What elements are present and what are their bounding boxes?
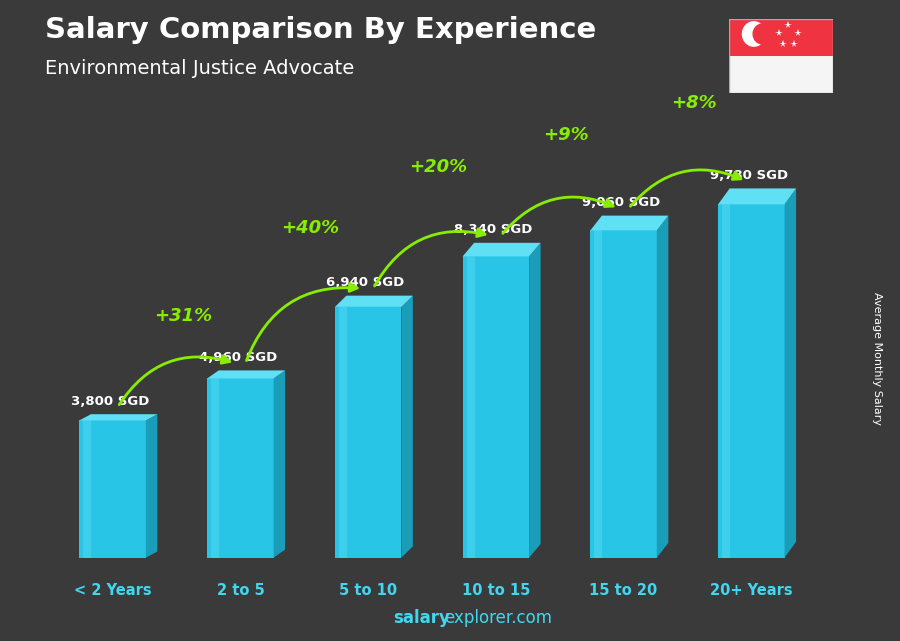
Text: 9,060 SGD: 9,060 SGD [582, 196, 661, 209]
Text: Average Monthly Salary: Average Monthly Salary [872, 292, 883, 426]
Polygon shape [718, 188, 796, 204]
Text: 2 to 5: 2 to 5 [217, 583, 265, 598]
Text: 8,340 SGD: 8,340 SGD [454, 223, 533, 237]
Bar [84, 420, 92, 558]
Text: +9%: +9% [544, 126, 589, 144]
Circle shape [753, 24, 772, 44]
Text: 9,780 SGD: 9,780 SGD [710, 169, 788, 182]
Polygon shape [146, 414, 158, 558]
Text: 4,960 SGD: 4,960 SGD [199, 351, 277, 364]
Text: Salary Comparison By Experience: Salary Comparison By Experience [45, 16, 596, 44]
Polygon shape [401, 296, 413, 558]
Bar [594, 230, 602, 558]
Polygon shape [274, 370, 285, 558]
Polygon shape [79, 414, 158, 420]
Bar [463, 256, 529, 558]
Text: +31%: +31% [154, 306, 212, 324]
Text: 3,800 SGD: 3,800 SGD [71, 395, 149, 408]
Polygon shape [785, 188, 796, 558]
Polygon shape [207, 370, 285, 378]
Text: +40%: +40% [282, 219, 339, 237]
Text: 5 to 10: 5 to 10 [339, 583, 397, 598]
Text: Environmental Justice Advocate: Environmental Justice Advocate [45, 59, 355, 78]
Text: explorer.com: explorer.com [445, 609, 553, 627]
Polygon shape [335, 296, 413, 307]
Bar [335, 307, 401, 558]
Bar [466, 256, 474, 558]
Bar [590, 230, 657, 558]
Bar [79, 420, 146, 558]
Polygon shape [463, 243, 541, 256]
Polygon shape [657, 215, 669, 558]
Bar [722, 204, 730, 558]
Text: < 2 Years: < 2 Years [74, 583, 151, 598]
Polygon shape [529, 243, 541, 558]
Bar [718, 204, 785, 558]
Text: 10 to 15: 10 to 15 [462, 583, 530, 598]
Text: 15 to 20: 15 to 20 [590, 583, 658, 598]
Bar [339, 307, 346, 558]
Text: 6,940 SGD: 6,940 SGD [327, 276, 405, 289]
Polygon shape [590, 215, 669, 230]
Circle shape [742, 22, 765, 46]
Bar [729, 19, 832, 56]
Text: +20%: +20% [410, 158, 467, 176]
Text: +8%: +8% [671, 94, 716, 112]
Bar [212, 378, 219, 558]
Bar [207, 378, 274, 558]
Bar [729, 56, 832, 93]
Text: 20+ Years: 20+ Years [710, 583, 793, 598]
Text: salary: salary [393, 609, 450, 627]
